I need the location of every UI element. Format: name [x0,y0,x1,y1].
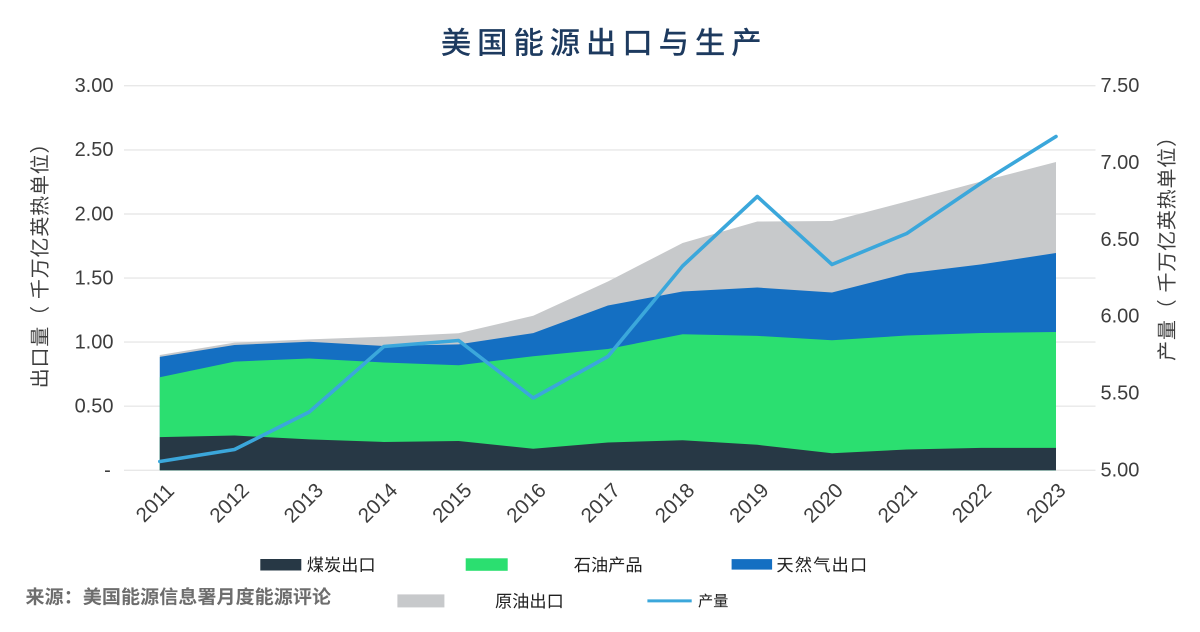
svg-text:7.50: 7.50 [1101,75,1140,97]
svg-text:2.00: 2.00 [75,203,114,225]
svg-text:5.00: 5.00 [1101,460,1140,482]
svg-text:7.00: 7.00 [1101,152,1140,174]
svg-text:6.00: 6.00 [1101,306,1140,328]
svg-text:-: - [104,460,111,482]
svg-text:6.50: 6.50 [1101,229,1140,251]
svg-text:1.00: 1.00 [75,331,114,353]
svg-text:0.50: 0.50 [75,396,114,418]
svg-text:1.50: 1.50 [75,267,114,289]
svg-text:3.00: 3.00 [75,75,114,97]
svg-text:2.50: 2.50 [75,139,114,161]
svg-text:5.50: 5.50 [1101,383,1140,405]
